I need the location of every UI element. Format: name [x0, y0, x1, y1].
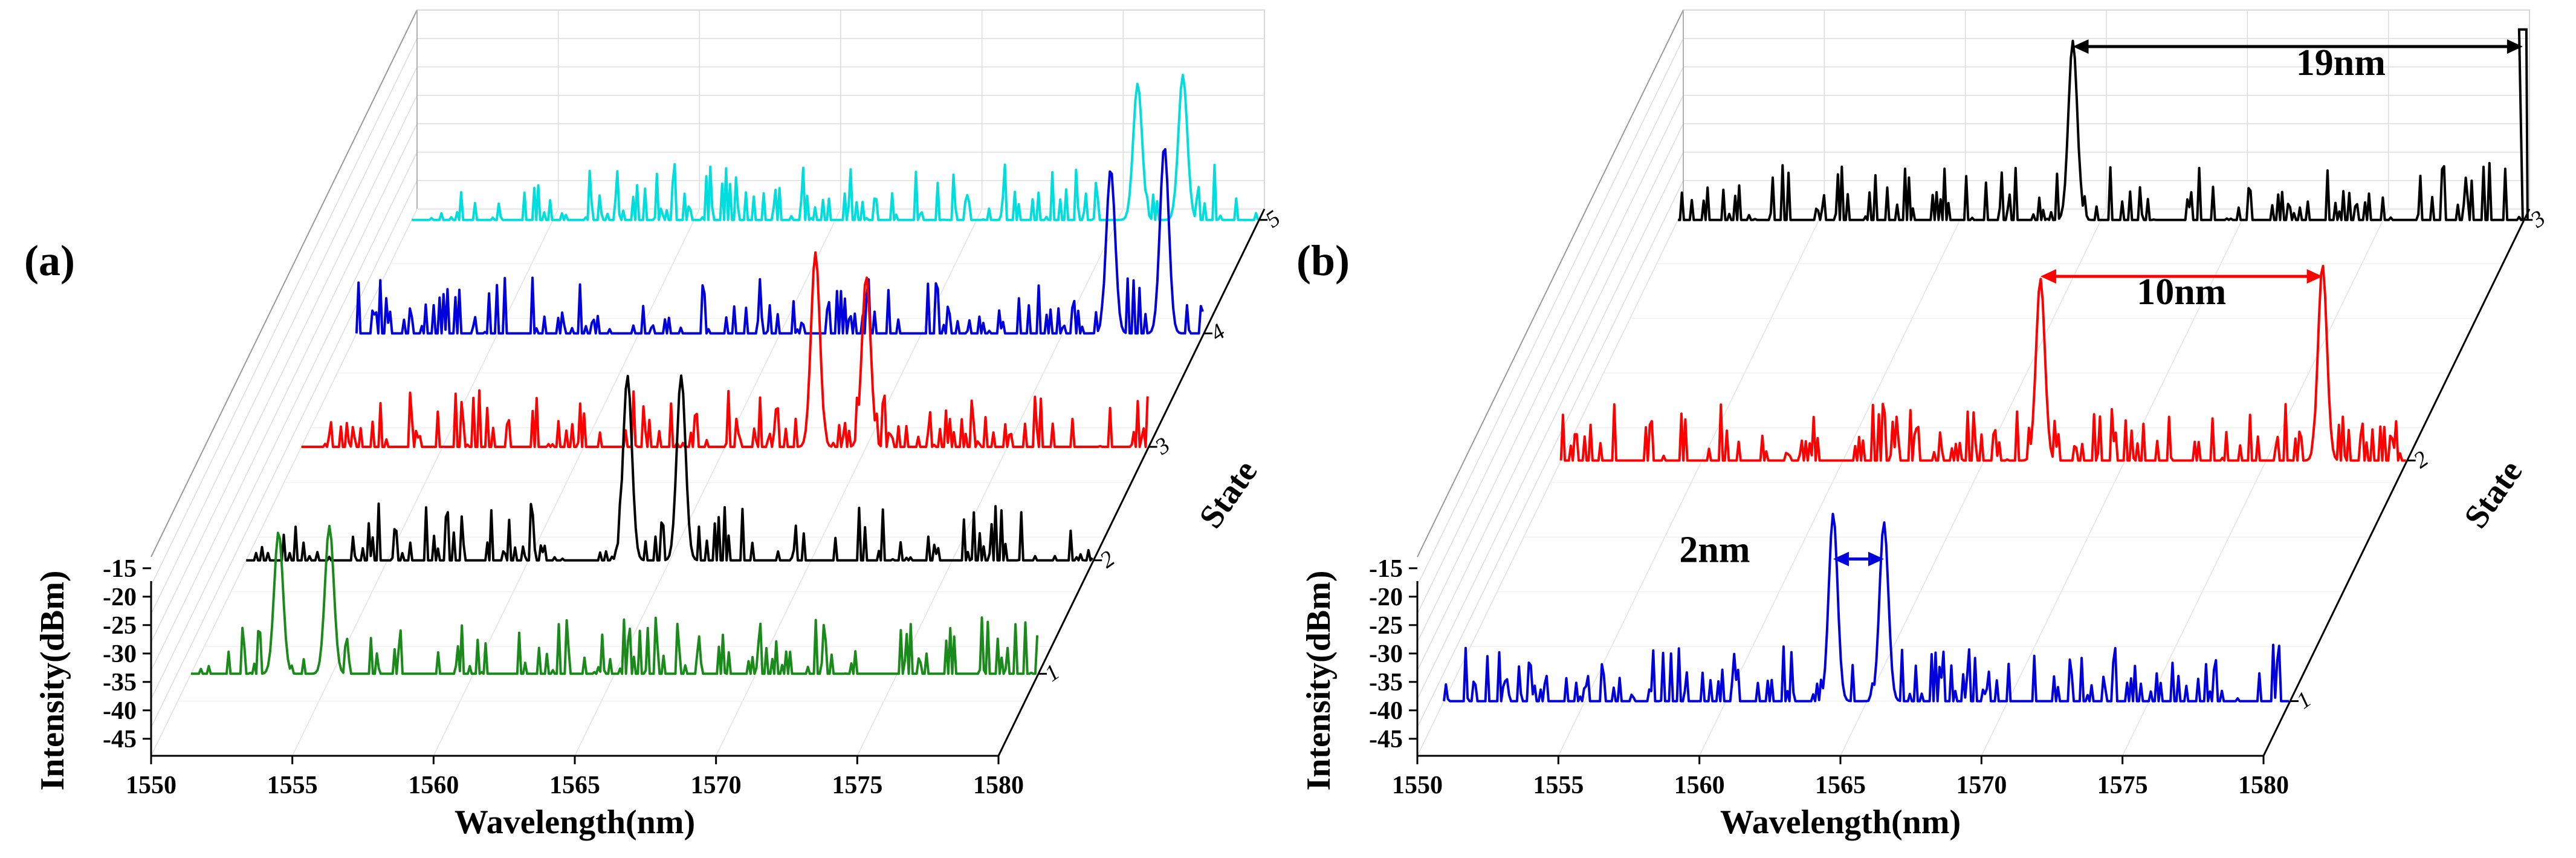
series-line-state-2	[1559, 265, 2406, 462]
y-axis-title: Intensity(dBm)	[34, 570, 71, 790]
x-tick-label: 1580	[2238, 772, 2289, 799]
x-tick-label: 1550	[126, 772, 176, 799]
back-wall-grid	[1417, 9, 2530, 756]
side-gridline	[1417, 95, 1684, 643]
y-tick-label: -15	[103, 555, 137, 583]
side-gridline	[150, 95, 418, 643]
side-gridline	[150, 123, 418, 671]
series-4	[355, 148, 1204, 335]
annotation-arrowhead-right	[2306, 269, 2323, 284]
series-line-state-3	[1678, 39, 2523, 221]
series-peak-edge	[2517, 28, 2529, 220]
panel-label: (a)	[24, 236, 75, 285]
y-tick-label: -45	[1369, 726, 1403, 753]
annotation-label: 2nm	[1679, 529, 1750, 570]
z-axis-title: State	[1192, 453, 1264, 535]
series-line-state-1	[1443, 513, 2290, 703]
series-2	[1559, 265, 2406, 462]
series-3	[1678, 28, 2529, 221]
z-axis-line	[2262, 208, 2531, 756]
x-tick-label: 1570	[1956, 772, 2007, 799]
series-group	[191, 74, 1260, 675]
y-tick-label: -25	[1369, 612, 1403, 640]
x-tick-label: 1550	[1392, 772, 1443, 799]
side-gridline	[1417, 180, 1684, 728]
series-group	[1443, 28, 2529, 703]
annotations: 19nm 10nm 2nm	[1679, 39, 2523, 570]
panel-b: (b) 1550 1555 1560 1565 1570 1575 1580 -15-20-2…	[1296, 9, 2550, 841]
x-axis-title: Wavelength(nm)	[1720, 804, 1961, 841]
annotation-2nm: 2nm	[1679, 529, 1884, 570]
x-tick-label: 1555	[267, 772, 318, 799]
y-tick-label: -20	[103, 583, 137, 611]
series-line-state-2	[246, 374, 1093, 562]
side-gridline	[150, 152, 418, 700]
x-tick-label: 1580	[973, 772, 1024, 799]
series-line-state-4	[355, 148, 1204, 335]
x-tick-label: 1555	[1533, 772, 1584, 799]
z-axis-line	[997, 208, 1266, 756]
y-tick-label: -35	[103, 669, 137, 697]
series-line-state-1	[191, 524, 1039, 675]
y-tick-label: -20	[1369, 583, 1403, 611]
x-tick-label: 1565	[549, 772, 600, 799]
y-tick-label: -40	[1369, 697, 1403, 725]
back-wall-grid	[150, 9, 1265, 756]
side-wall-top-edge	[150, 10, 418, 557]
z-axis-title: State	[2457, 453, 2529, 535]
series-line-state-3	[301, 251, 1149, 448]
y-tick-label: -40	[103, 697, 137, 725]
annotation-10nm: 10nm	[2040, 269, 2323, 313]
series-5	[412, 74, 1260, 221]
x-tick-label: 1560	[1674, 772, 1725, 799]
y-tick-label: -30	[1369, 640, 1403, 668]
series-1	[1443, 513, 2290, 703]
side-gridline	[150, 38, 418, 586]
panel-label: (b)	[1296, 236, 1350, 285]
panel-a: (a) 1550 1555 1560 1565 1570 1575 1580 -15-20-2…	[24, 9, 1285, 841]
x-tick-label: 1565	[1815, 772, 1866, 799]
side-wall-top-edge	[1417, 10, 1684, 557]
annotation-arrowhead-right	[2506, 39, 2523, 54]
x-tick-label: 1575	[2097, 772, 2148, 799]
annotation-label: 19nm	[2296, 42, 2386, 83]
y-tick-label: -35	[1369, 669, 1403, 697]
side-gridline	[1417, 38, 1684, 586]
annotation-arrowhead-left	[2040, 269, 2056, 284]
x-tick-label: 1570	[691, 772, 742, 799]
y-tick-label: -30	[103, 640, 137, 668]
x-tick-label: 1560	[408, 772, 459, 799]
y-tick-label: -25	[103, 612, 137, 640]
annotation-label: 10nm	[2137, 271, 2226, 313]
axes: 1550 1555 1560 1565 1570 1575 1580 -15-20-25-30…	[1369, 206, 2550, 799]
annotation-arrowhead-right	[1868, 551, 1884, 567]
side-gridline	[1417, 67, 1684, 614]
annotation-arrowhead-left	[2073, 39, 2089, 54]
annotation-arrowhead-left	[1833, 551, 1849, 567]
side-gridline	[150, 180, 418, 728]
y-axis-title: Intensity(dBm)	[1300, 570, 1338, 790]
series-2	[246, 374, 1093, 562]
annotation-19nm: 19nm	[2073, 39, 2523, 83]
series-3	[301, 251, 1149, 448]
x-tick-label: 1575	[832, 772, 882, 799]
y-tick-label: -45	[103, 726, 137, 753]
x-axis-title: Wavelength(nm)	[455, 804, 695, 841]
y-tick-label: -15	[1369, 555, 1403, 583]
series-1	[191, 524, 1039, 675]
side-gridline	[1417, 152, 1684, 700]
side-gridline	[150, 67, 418, 614]
series-line-state-5	[412, 74, 1260, 221]
axes: 1550 1555 1560 1565 1570 1575 1580 -15-20-25-30…	[103, 206, 1285, 799]
side-gridline	[1417, 123, 1684, 671]
